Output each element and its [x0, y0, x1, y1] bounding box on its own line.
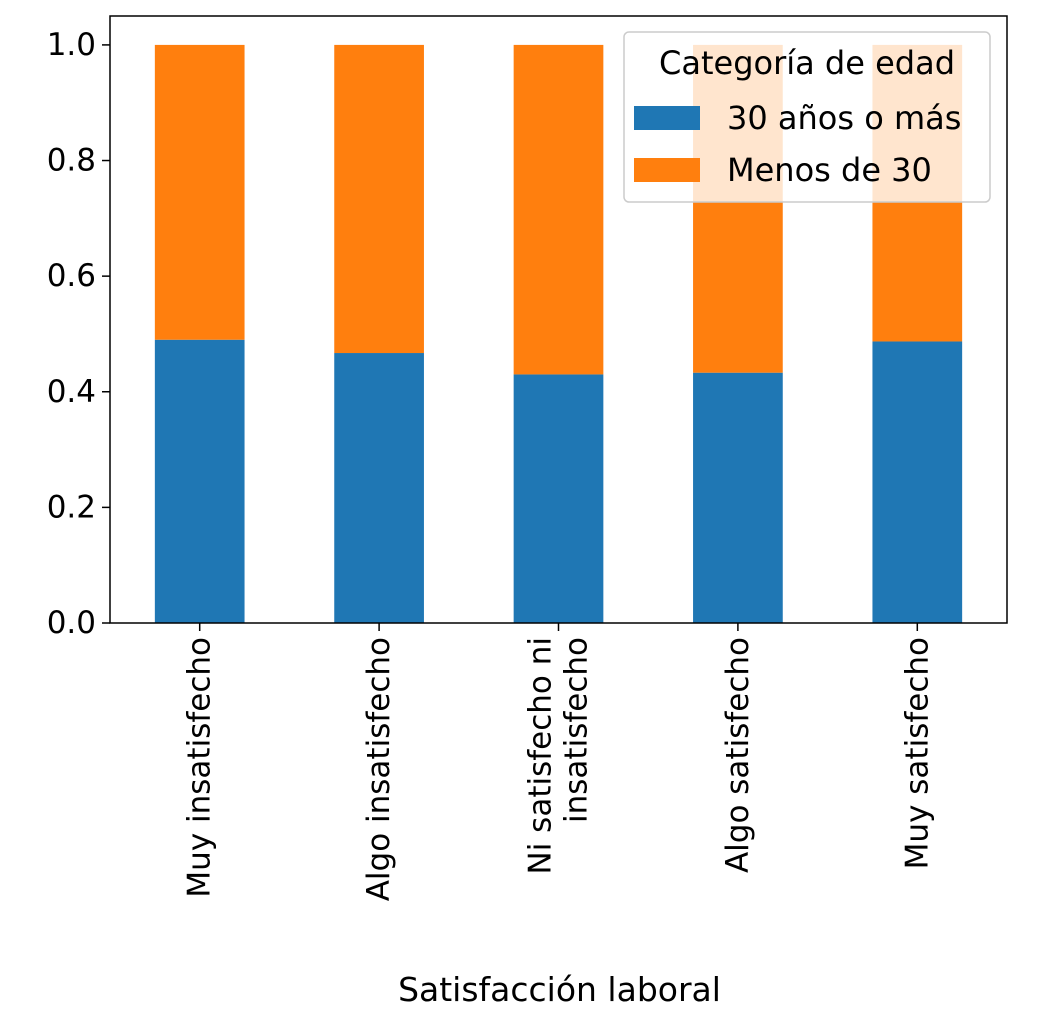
x-tick-label-line: Ni satisfecho ni	[523, 637, 559, 874]
legend-box	[623, 31, 991, 203]
bar-segment-1-category-1	[154, 339, 245, 623]
x-tick-label: Muy insatisfecho	[182, 637, 218, 898]
y-tick-label: 0.2	[47, 489, 96, 525]
x-axis-title: Satisfacción laboral	[398, 970, 721, 1009]
legend-swatch-2	[634, 158, 700, 182]
y-axis: 0.0 0.2 0.4 0.6 0.8 1.0	[47, 27, 110, 641]
x-tick-label-line: Muy insatisfecho	[182, 637, 218, 898]
x-tick-label-line: insatisfecho	[559, 637, 595, 823]
x-tick-label-line: Algo satisfecho	[720, 637, 756, 873]
bar-segment-1-category-2	[334, 353, 424, 623]
x-tick-label-line: Muy satisfecho	[899, 637, 935, 869]
bar-segment-1-category-5	[872, 341, 963, 623]
bars-layer	[154, 44, 963, 623]
y-tick-label: 0.6	[47, 258, 96, 294]
x-tick-label: Algo insatisfecho	[361, 637, 397, 901]
bar-segment-2-category-1	[154, 44, 245, 340]
legend-swatch-1	[634, 106, 700, 130]
x-tick-label: Muy satisfecho	[899, 637, 935, 869]
x-tick-label-line: Algo insatisfecho	[361, 637, 397, 901]
y-tick-label: 1.0	[47, 27, 96, 63]
legend: Categoría de edad 30 años o más Menos de …	[623, 31, 991, 203]
y-tick-label: 0.0	[47, 605, 96, 641]
x-tick-label: Algo satisfecho	[720, 637, 756, 873]
bar-segment-2-category-3	[513, 44, 604, 375]
y-tick-label: 0.4	[47, 374, 96, 410]
legend-label-1: 30 años o más	[727, 99, 961, 137]
bar-segment-1-category-4	[693, 372, 783, 623]
bar-segment-2-category-2	[334, 44, 424, 354]
x-tick-label: Ni satisfecho niinsatisfecho	[523, 637, 595, 874]
legend-title: Categoría de edad	[659, 44, 955, 82]
y-tick-label: 0.8	[47, 143, 96, 179]
legend-label-2: Menos de 30	[727, 151, 932, 189]
bar-segment-1-category-3	[513, 374, 604, 623]
x-axis: Muy insatisfecho Algo insatisfecho Ni sati…	[182, 623, 935, 901]
